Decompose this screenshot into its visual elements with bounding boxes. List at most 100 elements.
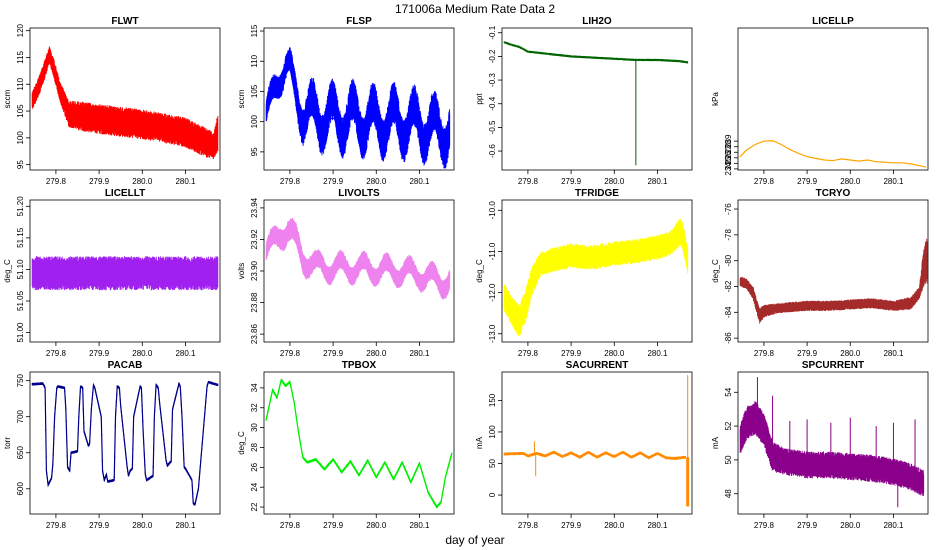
plot-frame (29, 371, 221, 515)
x-tick-label: 280.1 (647, 349, 668, 358)
y-tick-label: 750 (16, 373, 25, 387)
x-tick-label: 279.9 (561, 521, 582, 530)
x-tick-label: 280.1 (175, 521, 196, 530)
x-tick-label: 279.9 (89, 349, 110, 358)
series-pacab (31, 380, 219, 506)
series-line (504, 451, 686, 460)
x-tick-label: 279.9 (323, 521, 344, 530)
series-line (739, 139, 926, 168)
y-tick-label: 52 (724, 421, 733, 430)
y-tick-label: -0.4 (488, 96, 497, 110)
x-tick-label: 280.1 (647, 177, 668, 186)
x-tick-label: 280.1 (409, 349, 430, 358)
panel-flsp: FLSP 95 100 105 110 115 279.8 279.9 280.0 280.1 sc… (237, 16, 455, 186)
series-lih2o (503, 41, 689, 166)
y-tick-label: 100 (488, 425, 497, 439)
y-tick-label: 32 (250, 403, 259, 412)
x-tick-label: 280.0 (604, 349, 625, 358)
x-tick-label: 279.8 (754, 349, 775, 358)
panels: FLWT 95 100 105 110 115 120 279.8 279.9 280.0 280.… (3, 16, 929, 530)
series-flwt (31, 46, 219, 160)
y-tick-label: 236 (724, 151, 733, 165)
y-tick-label: 51.05 (16, 290, 25, 311)
panel-title: TPBOX (342, 360, 377, 371)
y-axis-label: mA (711, 436, 720, 449)
y-tick-label: 24 (250, 482, 259, 491)
y-tick-label: 26 (250, 462, 259, 471)
y-axis-label: volts (237, 263, 246, 279)
series-line (503, 41, 688, 63)
series-licellp (739, 139, 927, 168)
series-line (739, 257, 928, 318)
x-tick-label: 279.8 (46, 521, 67, 530)
panel-title: SACURRENT (566, 360, 629, 371)
y-tick-label: 239 (724, 134, 733, 148)
y-tick-label: 650 (16, 446, 25, 460)
y-tick-label: 234 (724, 162, 733, 176)
x-tick-label: 280.0 (840, 177, 861, 186)
y-tick-label: -0.5 (488, 120, 497, 134)
panel-spcurrent: SPCURRENT 48 50 52 54 279.8 279.9 280.0 280.1 mA (711, 360, 929, 530)
y-axis-label: deg_C (3, 259, 12, 283)
x-tick-label: 280.1 (883, 349, 904, 358)
x-tick-label: 279.9 (797, 521, 818, 530)
y-axis-label: sccm (3, 89, 12, 108)
x-tick-label: 280.1 (409, 177, 430, 186)
y-tick-label: 105 (250, 84, 259, 98)
series-tpbox (265, 378, 453, 509)
x-tick-label: 279.9 (797, 349, 818, 358)
y-tick-label: -10.0 (488, 201, 497, 220)
y-tick-label: 110 (16, 77, 25, 90)
plot-frame (737, 199, 929, 343)
series-line (503, 229, 689, 323)
y-tick-label: 23.86 (250, 324, 259, 345)
y-axis-label: torr (3, 437, 12, 449)
x-tick-label: 279.8 (280, 177, 301, 186)
x-tick-label: 279.9 (561, 349, 582, 358)
x-tick-label: 280.0 (604, 521, 625, 530)
plot-frame (737, 27, 929, 171)
panel-sacurrent: SACURRENT 0 50 100 150 279.8 279.9 280.0 280.1 mA (475, 360, 693, 530)
x-tick-label: 279.8 (518, 349, 539, 358)
panel-title: LICELLP (812, 16, 854, 27)
panel-livolts: LIVOLTS 23.86 23.88 23.90 23.92 23.94 279.8 279… (237, 188, 455, 358)
y-tick-label: -0.3 (488, 73, 497, 87)
series-line (31, 52, 219, 147)
y-tick-label: 115 (250, 24, 259, 37)
y-tick-label: 237 (724, 145, 733, 159)
x-tick-label: 279.8 (46, 177, 67, 186)
panel-title: FLWT (111, 16, 138, 27)
y-tick-label: 51.10 (16, 259, 25, 280)
y-tick-label: -0.6 (488, 144, 497, 158)
y-tick-label: 22 (250, 502, 259, 511)
series-line (265, 63, 450, 132)
panel-tcryo: TCRYO -86 -84 -82 -80 -78 -76 279.8 279.9 280.0 28… (711, 188, 929, 358)
panel-title: FLSP (346, 16, 372, 27)
y-tick-label: -13.0 (488, 324, 497, 343)
x-tick-label: 279.9 (797, 177, 818, 186)
series-line (739, 416, 924, 485)
x-tick-label: 279.8 (754, 177, 775, 186)
y-axis-label: ppt (475, 93, 484, 105)
figure-title: 171006a Medium Rate Data 2 (395, 2, 555, 16)
y-tick-label: 150 (488, 393, 497, 407)
y-axis-label: mA (475, 436, 484, 449)
y-tick-label: 600 (16, 482, 25, 496)
y-tick-label: 30 (250, 423, 259, 432)
plot-frame (501, 27, 693, 171)
series-line (32, 381, 219, 506)
x-tick-label: 279.8 (754, 521, 775, 530)
x-tick-label: 279.9 (561, 177, 582, 186)
x-tick-label: 279.9 (323, 177, 344, 186)
y-axis-label: deg_C (475, 259, 484, 283)
y-axis-label: sccm (237, 89, 246, 108)
y-tick-label: -82 (724, 280, 733, 292)
plot-frame (263, 27, 455, 171)
plot-frame (29, 27, 221, 171)
panel-flwt: FLWT 95 100 105 110 115 120 279.8 279.9 280.0 280.… (3, 16, 221, 186)
panel-title: PACAB (108, 360, 143, 371)
panel-licellt: LICELLT 51.00 51.05 51.10 51.15 51.20 279.8 279… (3, 188, 221, 358)
x-tick-label: 279.8 (280, 521, 301, 530)
y-tick-label: 100 (250, 114, 259, 128)
